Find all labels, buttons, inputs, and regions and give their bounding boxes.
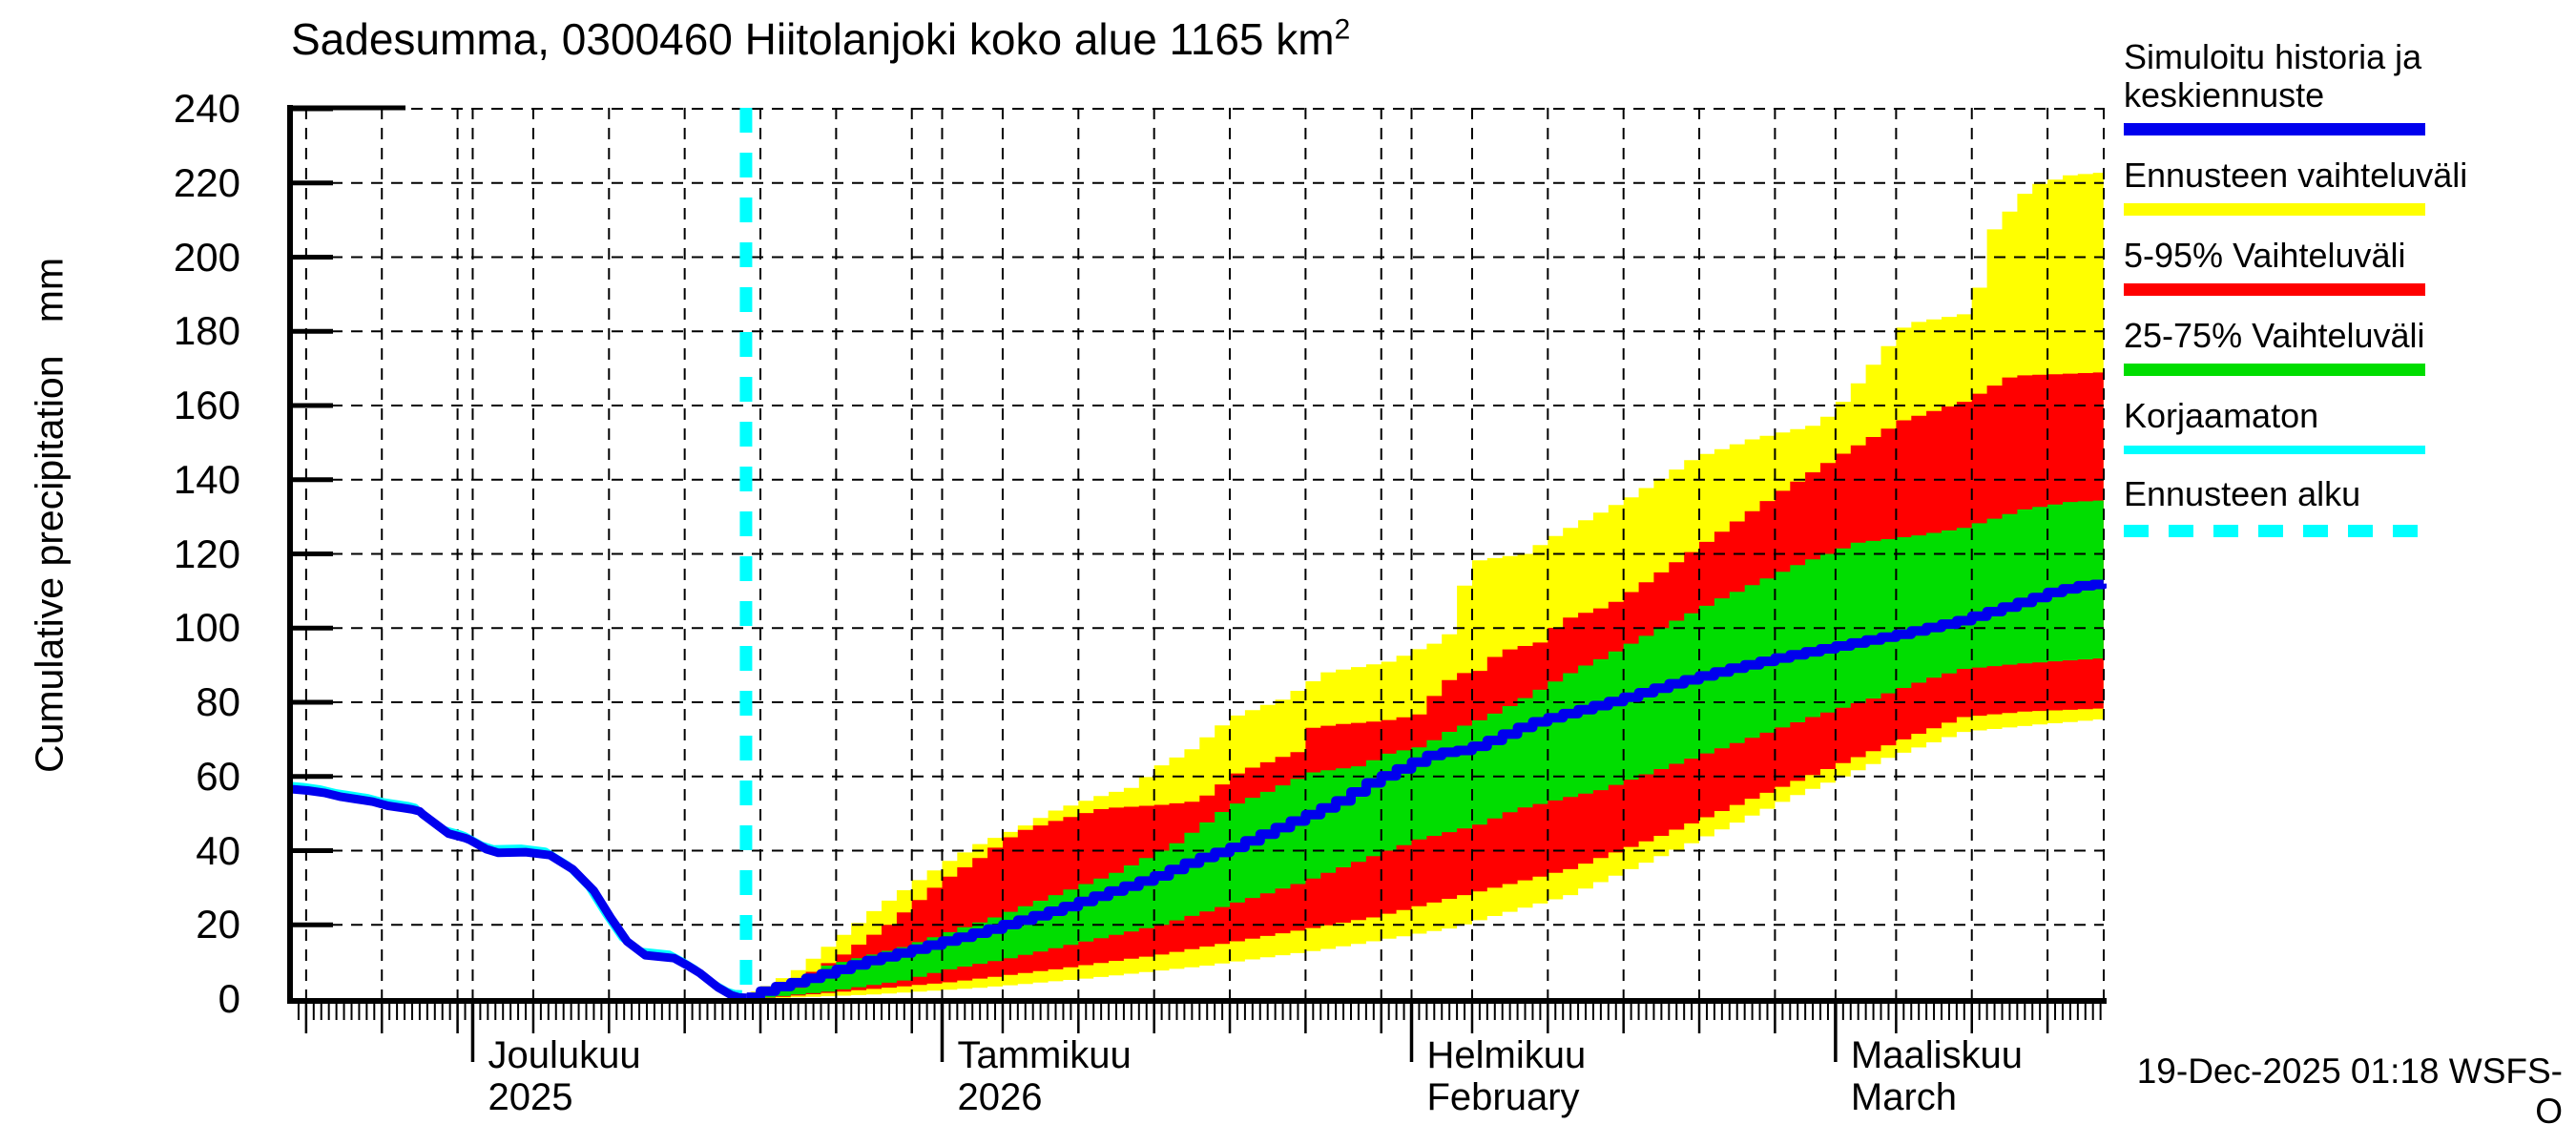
forecast-bands <box>749 172 2104 999</box>
axes <box>287 105 2107 1062</box>
data-lines <box>288 579 2107 1003</box>
forecast-median-line <box>746 579 2107 1003</box>
simulated-history-line <box>290 784 747 1003</box>
band-5-95-red <box>751 372 2104 998</box>
band-25-75-green <box>754 500 2104 998</box>
